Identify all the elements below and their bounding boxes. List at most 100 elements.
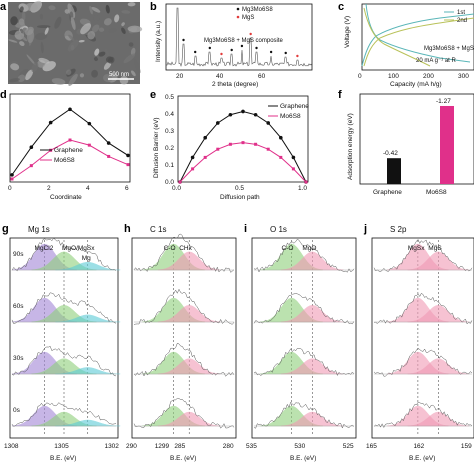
sem-flake <box>105 56 114 63</box>
xps-fit-peak <box>157 251 221 271</box>
xps-j-xlabel: B.E. (eV) <box>409 455 435 462</box>
xrd-mark-mg3mo6s8 <box>194 50 197 54</box>
panel-j-title: S 2p <box>390 225 407 234</box>
e-series-line-1 <box>179 142 307 183</box>
sem-flake <box>68 73 78 86</box>
e-xtick-05: 0.5 <box>235 185 244 192</box>
panel-d-series <box>10 107 130 181</box>
e-series-point <box>203 155 207 159</box>
sem-flake <box>31 62 39 73</box>
xps-raw-spectrum <box>373 239 473 272</box>
panel-f: f -0.42 Graphene -1.27 Mo6S8 Adsorption ene… <box>338 89 474 196</box>
d-xlabel: Coordinate <box>50 194 82 201</box>
sem-flake <box>89 5 93 15</box>
xps-peak-label-g-2: Mg <box>82 255 91 262</box>
e-series-point <box>291 155 296 160</box>
sem-flake <box>54 16 62 29</box>
xps-fit-peak <box>280 411 344 427</box>
sem-flake <box>80 23 92 35</box>
panel-e-letter: e <box>150 89 156 101</box>
sem-flake <box>121 27 126 34</box>
gcd-xtick-100: 100 <box>388 73 399 80</box>
cycle-2nd-charge <box>363 17 474 67</box>
xps-fit-peak <box>407 411 470 427</box>
xrd-xtick-60: 60 <box>258 73 266 80</box>
panel-a: a 500 nm <box>0 0 143 86</box>
xps-fit-peak <box>157 411 221 427</box>
d-series-line-0 <box>11 108 129 176</box>
d-series-point <box>68 107 72 112</box>
sem-flake <box>108 28 117 33</box>
panel-g-letter: g <box>2 223 9 235</box>
xrd-xlabel: 2 theta (degree) <box>212 81 258 88</box>
e-series-point <box>216 121 220 125</box>
sem-flake <box>87 30 96 40</box>
xps-peak-label-h-1: CHx <box>179 245 192 252</box>
xps-raw-spectrum <box>11 292 117 325</box>
e-legend-graphene: Graphene <box>280 103 309 110</box>
sem-flake <box>98 27 105 32</box>
xrd-xtick-40: 40 <box>216 73 224 80</box>
panel-i-title: O 1s <box>270 225 287 234</box>
xps-panels: g Mg 1s 90s 60s 30s 0s MgCl2 MgO/MgSx Mg 1308 1305… <box>2 223 474 462</box>
xps-g-xlabel: B.E. (eV) <box>50 455 76 462</box>
scale-bar-label: 500 nm <box>109 72 129 78</box>
sem-flake <box>44 27 49 35</box>
e-series-point <box>291 167 295 171</box>
xps-i-xtick-0: 535 <box>246 443 257 450</box>
d-series-point <box>10 177 14 181</box>
d-series-point <box>126 153 130 158</box>
panel-j-letter: j <box>363 223 367 235</box>
xps-h-xtick-0: 290 <box>126 443 137 450</box>
xps-peak-label-h-0: C-O <box>164 245 176 252</box>
e-ytick-0: 0.0 <box>165 179 174 186</box>
sem-flake <box>24 2 38 12</box>
xrd-mark-mg3mo6s8 <box>230 48 233 52</box>
sem-flake <box>8 78 20 83</box>
e-series-point <box>254 142 258 146</box>
panel-b-frame <box>165 3 313 71</box>
e-series-point <box>253 112 258 117</box>
xps-j-xtick-2: 159 <box>461 443 472 450</box>
legend-mg3mo6s8: Mg3Mo6S8 <box>242 7 273 13</box>
xps-raw-spectrum <box>133 233 235 273</box>
d-xtick-4: 4 <box>86 185 90 192</box>
sem-flake <box>127 2 136 7</box>
d-series-point <box>10 173 14 177</box>
e-series-point <box>203 135 207 140</box>
sem-flake <box>25 69 34 81</box>
d-xtick-2: 2 <box>47 185 51 192</box>
sem-flake <box>19 41 25 47</box>
xps-j-xtick-0: 165 <box>366 443 377 450</box>
xps-fit-peak <box>280 304 344 323</box>
d-series-point <box>87 121 92 126</box>
panel-g: g Mg 1s 90s 60s 30s 0s MgCl2 MgO/MgSx Mg 1308 1305… <box>2 223 170 462</box>
sem-flake <box>67 3 76 19</box>
e-series-point <box>228 142 232 146</box>
sem-flake <box>103 74 113 83</box>
panel-c-frame <box>361 3 474 71</box>
e-ytick-1: 0.1 <box>165 162 174 169</box>
sem-flake <box>35 32 48 40</box>
e-series-point <box>191 167 195 171</box>
e-ytick-5: 0.5 <box>165 94 174 101</box>
e-series-point <box>304 180 308 184</box>
sem-flake <box>67 39 79 52</box>
d-series-point <box>126 163 130 167</box>
f-ylabel: Adsorption energy (eV) <box>347 113 354 180</box>
panel-f-letter: f <box>338 89 342 101</box>
panel-h-letter: h <box>124 223 131 235</box>
sem-flake <box>70 16 76 31</box>
xps-raw-spectrum <box>11 237 117 272</box>
panel-c: c 1st 2nd Mg3Mo6S8 + MgS 20 mA g⁻¹ at R … <box>338 1 474 88</box>
xps-g-xtick-2: 1302 <box>104 443 119 450</box>
sem-flake <box>40 41 44 54</box>
legend-2nd: 2nd <box>457 18 467 24</box>
sem-flake <box>98 51 106 57</box>
sem-flake <box>37 25 51 29</box>
legend-mg3mo6s8-marker <box>236 7 240 11</box>
cycle-2nd-discharge <box>363 7 431 67</box>
e-xtick-1: 1.0 <box>298 185 307 192</box>
e-series-point <box>241 141 245 145</box>
xrd-mark-mg3mo6s8 <box>284 51 287 55</box>
